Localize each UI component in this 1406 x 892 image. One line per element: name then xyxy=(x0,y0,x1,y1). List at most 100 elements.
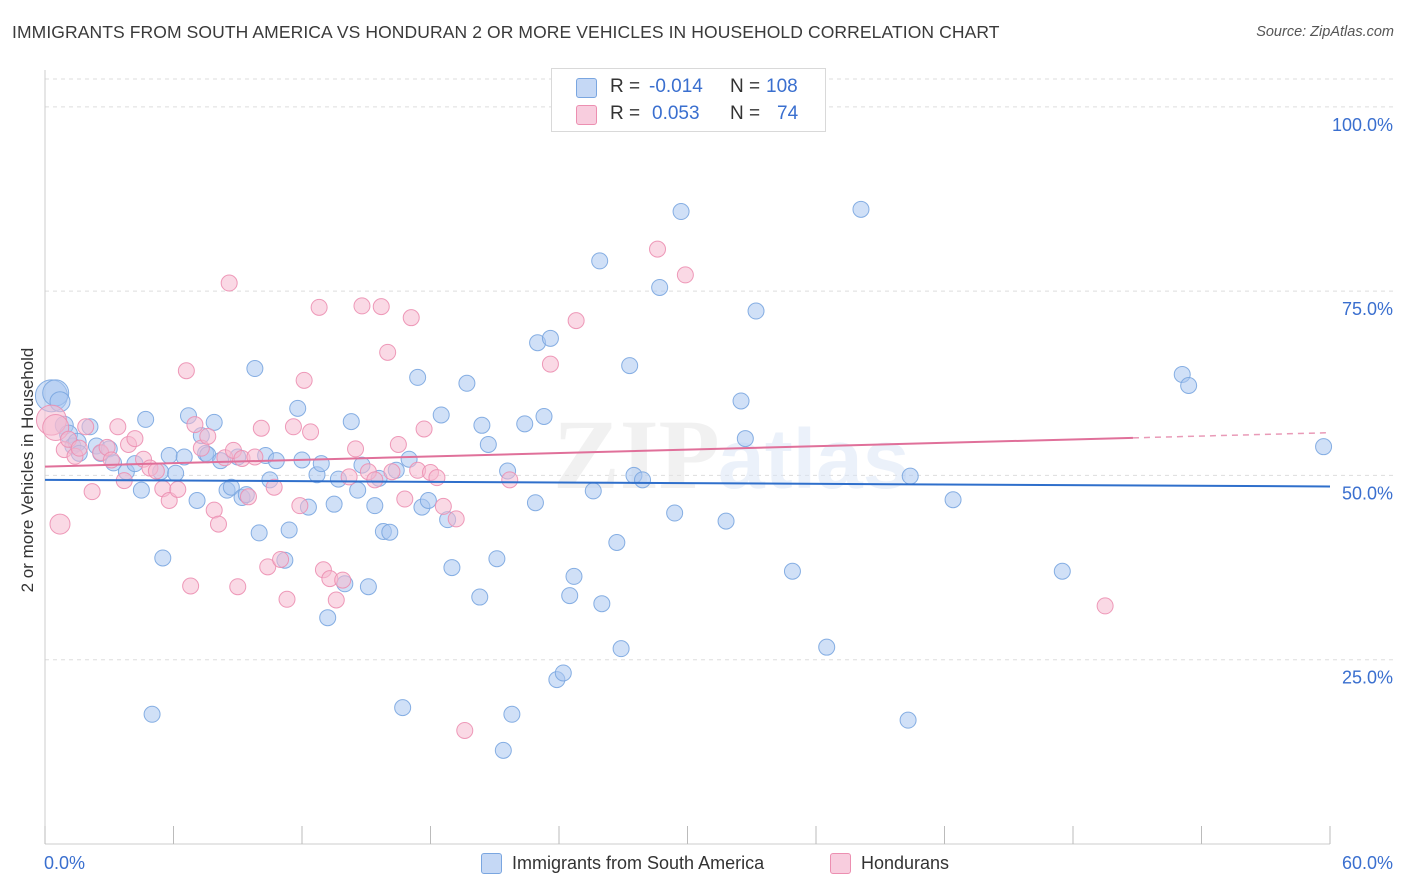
legend-swatch-blue xyxy=(576,78,597,98)
south-america-point xyxy=(250,524,268,542)
south-america-point xyxy=(154,549,172,567)
honduran-point xyxy=(1096,597,1114,615)
honduran-point xyxy=(396,490,414,508)
legend-swatch-pink xyxy=(576,105,597,125)
bottom-legend-label: Immigrants from South America xyxy=(512,853,765,873)
honduran-point xyxy=(177,362,195,380)
south-america-point xyxy=(634,471,652,489)
south-america-point xyxy=(535,407,553,425)
honduran-point xyxy=(246,448,264,466)
legend-r-label: R = xyxy=(610,76,641,97)
south-america-point xyxy=(736,430,754,448)
y-tick-label: 50.0% xyxy=(1342,483,1393,503)
south-america-point xyxy=(175,448,193,466)
honduran-point xyxy=(284,418,302,436)
honduran-point xyxy=(428,469,446,487)
south-america-point xyxy=(651,278,669,296)
watermark-zip: ZIP xyxy=(553,399,720,510)
points-layer xyxy=(34,200,1333,759)
honduran-point xyxy=(126,430,144,448)
honduran-point xyxy=(252,419,270,437)
south-america-point xyxy=(160,447,178,465)
south-america-point xyxy=(246,360,264,378)
honduran-point xyxy=(541,355,559,373)
honduran-point xyxy=(278,590,296,608)
south-america-point xyxy=(612,640,630,658)
honduran-point xyxy=(389,435,407,453)
south-america-point xyxy=(944,491,962,509)
watermark: ZIP atlas xyxy=(553,399,909,510)
south-america-point xyxy=(381,523,399,541)
south-america-point xyxy=(143,705,161,723)
south-america-point xyxy=(732,392,750,410)
south-america-point xyxy=(479,435,497,453)
honduran-point xyxy=(147,462,165,480)
honduran-trend-line xyxy=(44,436,1133,468)
south-america-point xyxy=(666,504,684,522)
south-america-point xyxy=(1180,376,1198,394)
honduran-point xyxy=(501,471,519,489)
south-america-point xyxy=(526,494,544,512)
south-america-point xyxy=(409,368,427,386)
honduran-point xyxy=(310,298,328,316)
honduran-point xyxy=(182,577,200,595)
honduran-point xyxy=(239,488,257,506)
honduran-point xyxy=(415,420,433,438)
honduran-point xyxy=(291,497,309,515)
south-america-point xyxy=(561,587,579,605)
south-america-point xyxy=(783,562,801,580)
honduran-point xyxy=(327,591,345,609)
honduran-point xyxy=(265,478,283,496)
honduran-point xyxy=(70,439,88,457)
legend-r-value: 0.053 xyxy=(652,103,700,124)
legend-r-value: -0.014 xyxy=(649,76,703,97)
south-america-point xyxy=(621,357,639,375)
south-america-point xyxy=(591,252,609,270)
legend-n-label: N = xyxy=(730,76,761,97)
south-america-point xyxy=(366,497,384,515)
south-america-point xyxy=(473,416,491,434)
axis-layer xyxy=(44,70,1331,845)
south-america-point xyxy=(818,638,836,656)
honduran-point xyxy=(272,550,290,568)
south-america-point xyxy=(289,399,307,417)
trend-layer xyxy=(44,431,1331,488)
honduran-point xyxy=(334,571,352,589)
honduran-point xyxy=(383,463,401,481)
honduran-point xyxy=(49,513,71,535)
south-america-point xyxy=(608,534,626,552)
south-america-point xyxy=(747,302,765,320)
honduran-point xyxy=(676,266,694,284)
south-america-point xyxy=(488,550,506,568)
south-america-point xyxy=(1315,438,1333,456)
south-america-point xyxy=(494,741,512,759)
south-america-point xyxy=(419,491,437,509)
south-america-point xyxy=(593,595,611,613)
honduran-point xyxy=(302,423,320,441)
honduran-point xyxy=(649,240,667,258)
honduran-point xyxy=(259,558,277,576)
honduran-point xyxy=(199,427,217,445)
watermark-atlas: atlas xyxy=(718,412,909,506)
honduran-point xyxy=(229,578,247,596)
honduran-point xyxy=(347,440,365,458)
honduran-point xyxy=(169,480,187,498)
honduran-point xyxy=(77,418,95,436)
south-america-point xyxy=(565,567,583,585)
correlation-legend: R = -0.014 N = 108 R = 0.053 N = 74 xyxy=(551,68,826,132)
chart-title: IMMIGRANTS FROM SOUTH AMERICA VS HONDURA… xyxy=(12,22,1000,42)
honduran-point xyxy=(353,297,371,315)
south-america-point xyxy=(471,588,489,606)
honduran-point xyxy=(456,721,474,739)
legend-n-label: N = xyxy=(730,103,761,124)
south-america-point xyxy=(280,521,298,539)
bottom-legend-label: Hondurans xyxy=(861,853,950,873)
honduran-point xyxy=(186,416,204,434)
legend-n-value: 108 xyxy=(766,76,798,97)
x-tick-label-min: 0.0% xyxy=(44,853,85,873)
south-america-point xyxy=(541,329,559,347)
y-axis-label-wrap: 2 or more Vehicles in Household xyxy=(16,300,40,640)
legend-n-value: 74 xyxy=(777,103,799,124)
legend-r-label: R = xyxy=(610,103,641,124)
